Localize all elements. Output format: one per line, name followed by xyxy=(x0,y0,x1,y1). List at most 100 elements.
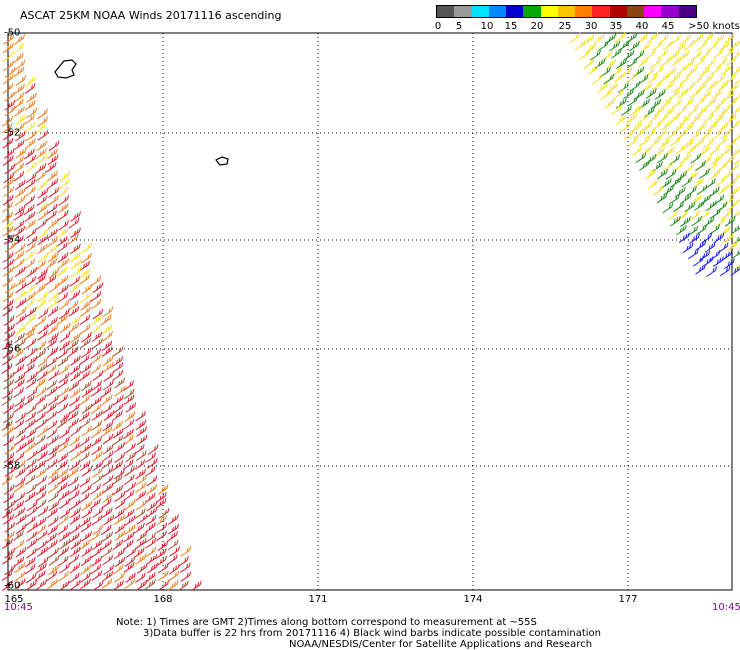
wind-barb xyxy=(125,402,137,413)
wind-barb xyxy=(81,252,92,264)
wind-barb xyxy=(100,498,112,509)
wind-barb xyxy=(46,244,58,256)
wind-barb xyxy=(683,58,695,70)
wind-barb xyxy=(25,219,36,230)
wind-barb xyxy=(111,474,123,486)
wind-barb xyxy=(48,500,60,512)
wind-barb xyxy=(14,459,26,471)
wind-barb xyxy=(37,108,48,120)
wind-barb xyxy=(46,570,58,582)
wind-barb xyxy=(679,114,691,125)
wind-barb xyxy=(14,492,26,503)
wind-barb xyxy=(689,210,701,221)
wind-barb xyxy=(91,444,103,456)
wind-barb xyxy=(124,524,136,535)
wind-barb xyxy=(36,330,48,341)
wind-barb xyxy=(146,458,158,469)
wind-barb xyxy=(24,178,36,190)
wind-barb xyxy=(102,306,114,318)
wind-barb xyxy=(711,129,723,140)
wind-barb xyxy=(1,570,13,581)
wind-barb xyxy=(112,362,124,373)
wind-barb xyxy=(641,144,653,156)
wind-barb xyxy=(702,73,714,85)
wind-barb xyxy=(732,172,740,182)
wind-barb xyxy=(623,88,634,100)
note-line-1: Note: 1) Times are GMT 2)Times along bot… xyxy=(116,617,537,628)
wind-barb xyxy=(26,355,38,367)
wind-barb xyxy=(47,516,59,527)
wind-barb xyxy=(664,146,675,157)
wind-barb xyxy=(643,66,655,78)
wind-barb xyxy=(633,128,644,139)
wind-barb xyxy=(669,154,681,166)
wind-barb xyxy=(80,572,91,583)
wind-barb xyxy=(723,90,734,102)
wind-barb xyxy=(652,40,663,51)
wind-barb xyxy=(645,153,657,165)
wind-barb xyxy=(4,564,16,576)
wind-barb xyxy=(168,570,180,582)
wind-barb xyxy=(125,572,136,583)
wind-barb xyxy=(24,195,35,206)
wind-barb xyxy=(58,514,69,526)
wind-barb xyxy=(80,443,92,454)
wind-barb xyxy=(25,515,36,527)
legend-label: 40 xyxy=(635,21,649,32)
wind-barb xyxy=(15,276,27,287)
wind-barb xyxy=(724,258,735,269)
wind-barb xyxy=(730,148,740,158)
wind-barb xyxy=(657,152,668,164)
wind-barb xyxy=(13,66,25,77)
wind-barb xyxy=(145,546,157,558)
wind-barb xyxy=(90,348,102,359)
wind-barb xyxy=(102,450,114,462)
wind-barb xyxy=(4,330,16,342)
wind-barb xyxy=(90,275,102,287)
wind-barb xyxy=(68,532,80,544)
wind-barb xyxy=(706,266,718,277)
wind-barb xyxy=(25,306,37,318)
longitude-label: 165 xyxy=(4,594,24,605)
wind-barb xyxy=(673,201,684,213)
wind-barb xyxy=(687,104,699,116)
wind-barb xyxy=(70,211,81,222)
wind-barb xyxy=(90,396,102,407)
wind-barb xyxy=(635,152,647,164)
wind-barb xyxy=(659,72,670,84)
wind-barb xyxy=(25,404,37,415)
wind-barb xyxy=(36,403,48,414)
wind-barb xyxy=(59,508,71,519)
wind-barb xyxy=(3,34,15,45)
wind-barb xyxy=(90,354,101,365)
wind-barb xyxy=(57,378,69,389)
wind-barb xyxy=(123,490,135,501)
wind-barb xyxy=(656,128,668,139)
wind-barb xyxy=(692,33,704,44)
wind-barb xyxy=(24,348,36,359)
wind-barb xyxy=(114,523,126,534)
wind-barb xyxy=(23,148,35,160)
wind-barb xyxy=(669,112,681,123)
wind-barb xyxy=(13,139,25,151)
wind-barb xyxy=(720,209,732,221)
wind-barb xyxy=(708,186,720,198)
wind-barb xyxy=(724,32,735,44)
wind-barb xyxy=(604,98,615,110)
wind-barb xyxy=(122,434,134,446)
wind-barb xyxy=(612,88,624,100)
wind-barb xyxy=(67,346,79,357)
wind-barb xyxy=(47,292,59,303)
wind-barb xyxy=(46,203,58,215)
legend-swatch xyxy=(557,6,576,17)
wind-barb xyxy=(81,386,93,398)
legend-label: 45 xyxy=(661,21,675,32)
wind-barb xyxy=(637,113,649,124)
wind-barb xyxy=(70,266,82,278)
wind-barb xyxy=(695,240,707,251)
wind-barb xyxy=(605,58,617,70)
wind-barb xyxy=(81,466,93,477)
wind-barb xyxy=(15,282,27,294)
wind-barb xyxy=(37,188,49,199)
wind-barb xyxy=(36,475,47,487)
